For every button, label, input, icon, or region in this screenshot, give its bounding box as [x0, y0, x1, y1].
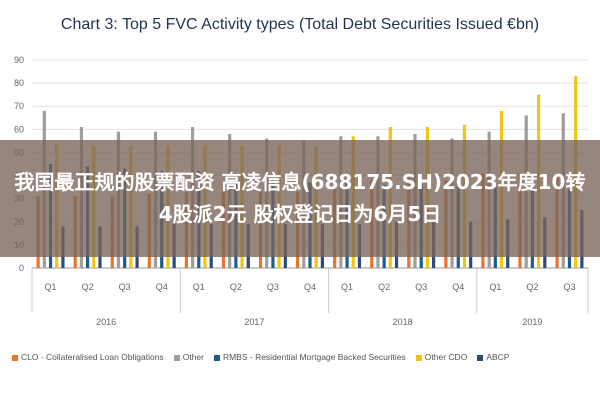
legend-swatch	[12, 354, 18, 361]
x-tick-label: Q4	[452, 282, 464, 292]
y-tick-label: 80	[14, 78, 24, 88]
x-tick-label: Q3	[119, 282, 131, 292]
legend-swatch	[415, 354, 422, 361]
overlay-banner: 我国最正规的股票配资 高凌信息(688175.SH)2023年度10转4股派2元…	[0, 140, 600, 257]
legend-label: RMBS - Residential Mortgage Backed Secur…	[222, 352, 406, 362]
x-tick-label: Q2	[378, 282, 390, 292]
x-tick-label: Q2	[230, 282, 242, 292]
legend-label: CLO - Collateralised Loan Obligations	[21, 352, 164, 362]
y-tick-label: 70	[14, 101, 24, 111]
x-tick-label: Q1	[193, 282, 205, 292]
year-label: 2017	[244, 317, 264, 327]
year-label: 2019	[522, 317, 542, 327]
y-tick-label: 90	[14, 55, 24, 65]
x-tick-label: Q4	[156, 282, 168, 292]
x-tick-label: Q2	[526, 282, 538, 292]
y-tick-label: 0	[19, 263, 24, 273]
legend-swatch	[213, 354, 220, 361]
chart-legend: CLO - Collateralised Loan Obligations Oth…	[12, 352, 600, 366]
overlay-text: 我国最正规的股票配资 高凌信息(688175.SH)2023年度10转4股派2元…	[14, 170, 586, 226]
x-tick-label: Q2	[82, 282, 94, 292]
legend-item: Other CDO	[415, 352, 468, 362]
chart-title: Chart 3: Top 5 FVC Activity types (Total…	[60, 16, 540, 33]
legend-item: Other	[173, 352, 204, 362]
legend-item: ABCP	[477, 352, 509, 362]
legend-label: ABCP	[486, 352, 510, 362]
x-tick-label: Q4	[304, 282, 316, 292]
x-tick-label: Q1	[341, 282, 353, 292]
year-label: 2018	[393, 317, 413, 327]
legend-label: Other	[182, 352, 204, 362]
legend-label: Other CDO	[424, 352, 468, 362]
x-tick-label: Q3	[563, 282, 575, 292]
x-tick-label: Q3	[267, 282, 279, 292]
legend-item: CLO - Collateralised Loan Obligations	[12, 352, 164, 362]
legend-item: RMBS - Residential Mortgage Backed Secur…	[213, 352, 406, 362]
legend-swatch	[477, 354, 484, 361]
y-tick-label: 60	[14, 124, 24, 134]
x-tick-label: Q3	[415, 282, 427, 292]
legend-swatch	[173, 354, 180, 361]
x-tick-label: Q1	[489, 282, 501, 292]
year-label: 2016	[96, 317, 116, 327]
x-tick-label: Q1	[45, 282, 57, 292]
